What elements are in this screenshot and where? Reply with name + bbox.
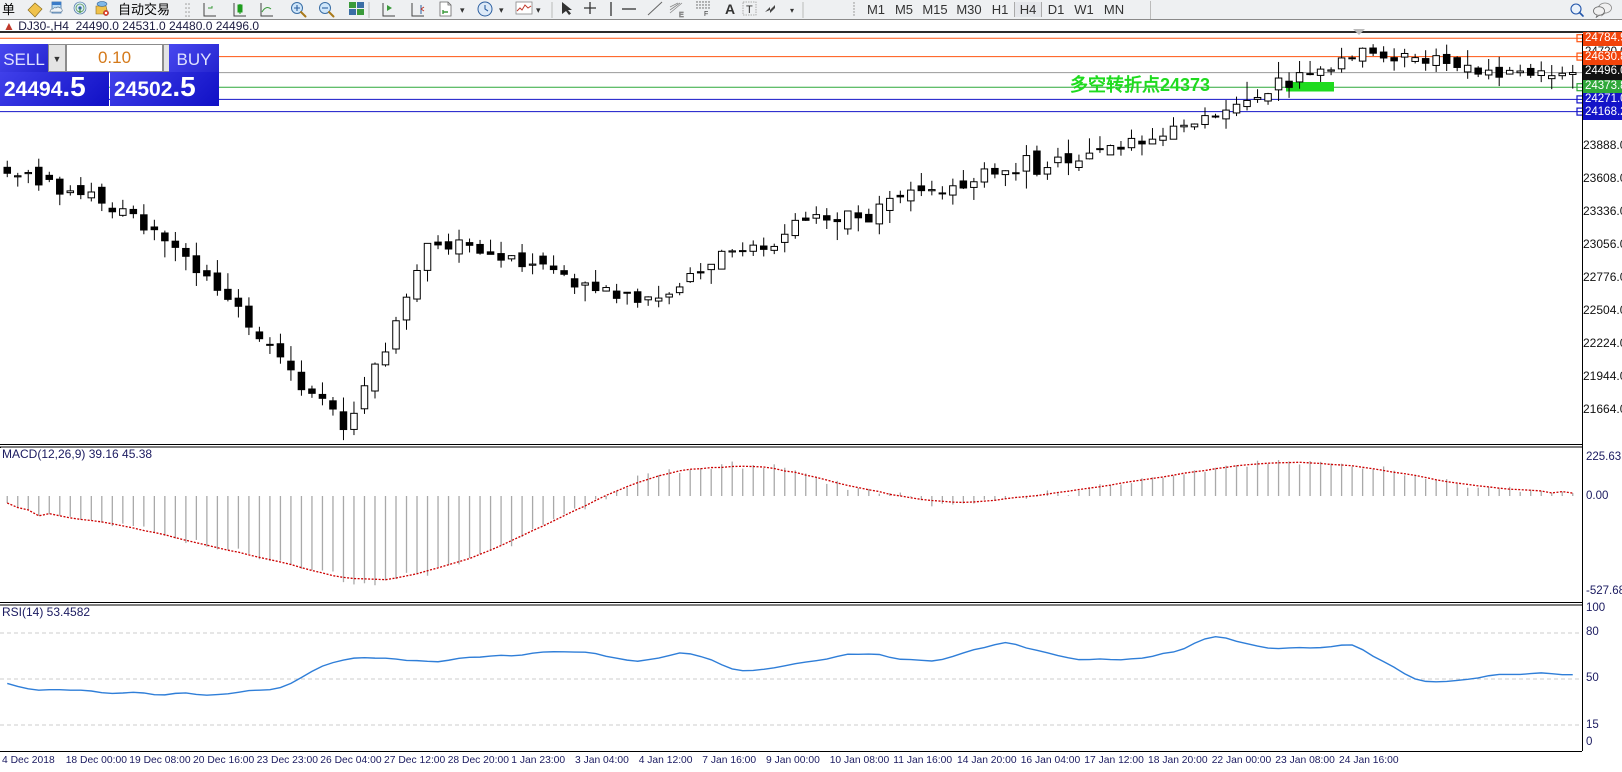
svg-text:多空转折点24373: 多空转折点24373 (1070, 74, 1210, 95)
svg-text:MACD(12,26,9) 39.16 45.38: MACD(12,26,9) 39.16 45.38 (2, 447, 152, 461)
svg-text:RSI(14) 53.4582: RSI(14) 53.4582 (2, 605, 90, 619)
